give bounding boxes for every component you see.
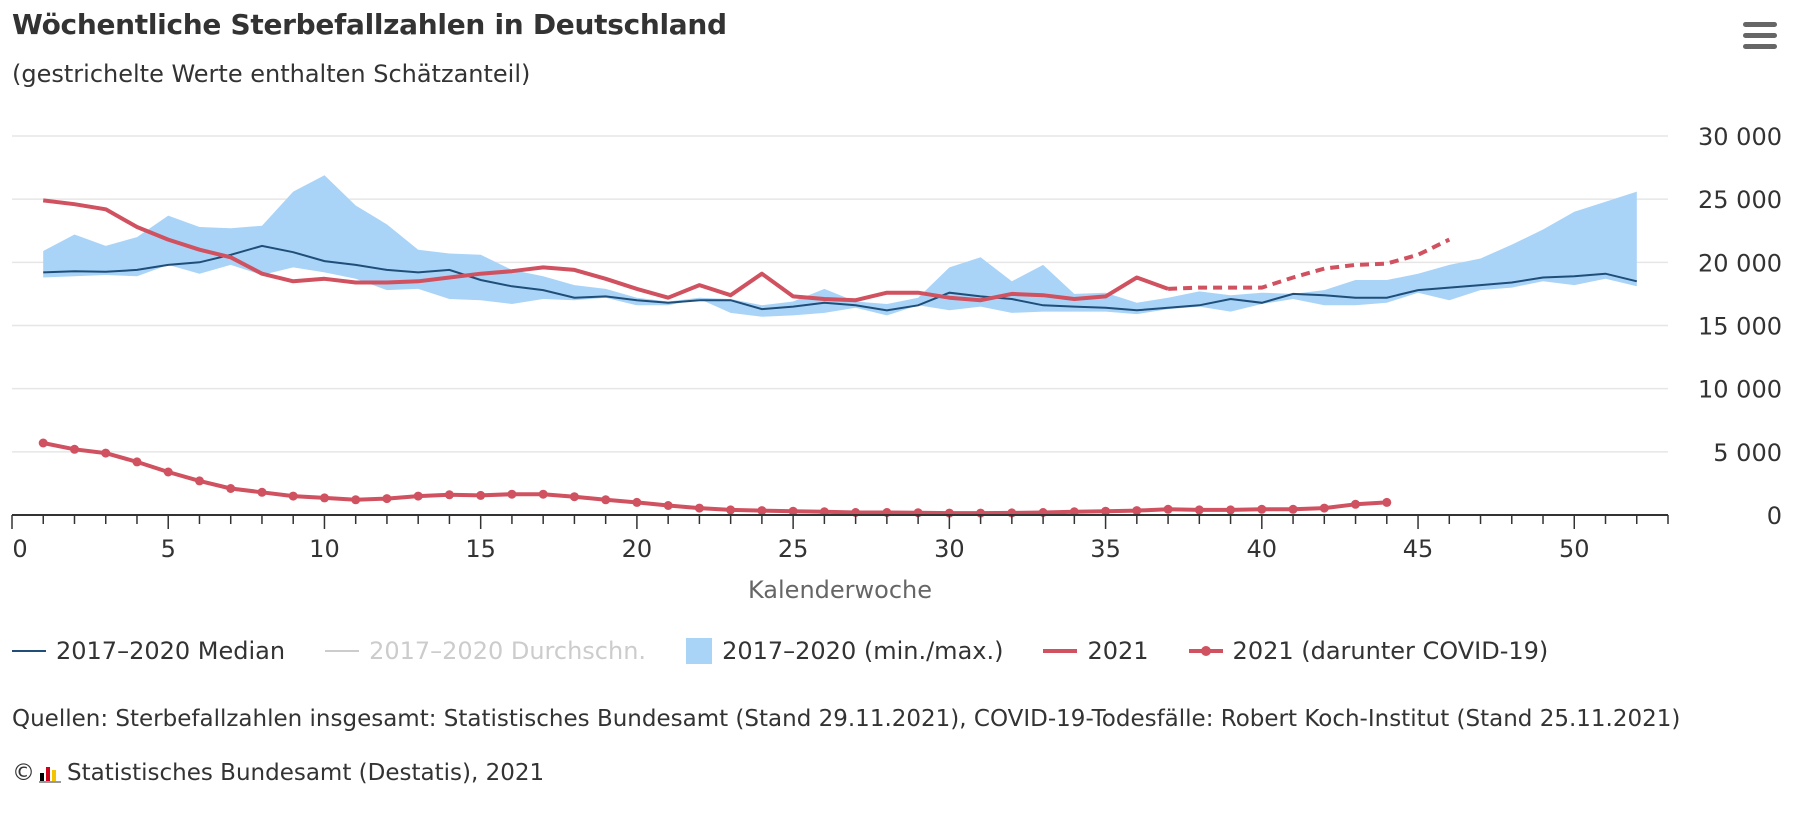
source-note: Quellen: Sterbefallzahlen insgesamt: Sta… (12, 706, 1681, 732)
covid-point[interactable] (1382, 497, 1392, 507)
covid-point[interactable] (132, 457, 142, 467)
covid-point[interactable] (476, 490, 486, 500)
weekly-deaths-chart: 0 5 000 10 000 15 000 20 000 25 000 30 000 0 5 10… (11, 123, 1782, 604)
covid-point[interactable] (726, 505, 736, 515)
x-tick-label: 20 (622, 535, 653, 563)
covid-point[interactable] (1351, 499, 1360, 509)
y-tick-label: 10 000 (1698, 376, 1782, 404)
covid-point[interactable] (1101, 506, 1111, 516)
hamburger-menu-icon[interactable] (1740, 22, 1780, 56)
legend-range-symbol (686, 638, 713, 664)
legend-median-label: 2017–2020 Median (56, 637, 286, 665)
axes: 0 5 000 10 000 15 000 20 000 25 000 30 000 0 5 10… (11, 123, 1782, 563)
covid-line (42, 441, 1387, 516)
x-tick-label: 15 (465, 535, 496, 563)
x-tick-label: 5 (161, 535, 176, 563)
covid-point[interactable] (757, 506, 767, 516)
copyright-note: © Statistisches Bundesamt (Destatis), 20… (12, 760, 544, 786)
covid-point[interactable] (1163, 504, 1173, 514)
x-tick-label: 30 (934, 535, 965, 563)
covid-point[interactable] (1226, 505, 1236, 515)
x-tick-label: 45 (1403, 535, 1434, 563)
grid-lines (12, 135, 1668, 453)
covid-point[interactable] (1194, 505, 1204, 515)
line-2021-estimated (1168, 237, 1451, 291)
range-area-layer (43, 175, 1637, 317)
covid-point[interactable] (444, 490, 454, 500)
median-line (43, 244, 1638, 312)
covid-point[interactable] (507, 489, 517, 499)
chart-subtitle: (gestrichelte Werte enthalten Schätzante… (12, 60, 531, 88)
y-tick-label: 25 000 (1698, 186, 1782, 214)
legend-item-average[interactable]: 2017–2020 Durchschn. (325, 637, 646, 665)
covid-point[interactable] (320, 493, 329, 503)
covid-point[interactable] (601, 495, 611, 505)
legend-item-range[interactable]: 2017–2020 (min./max.) (686, 637, 1003, 665)
legend-item-covid[interactable]: 2021 (darunter COVID-19) (1188, 637, 1549, 665)
covid-point[interactable] (101, 448, 111, 458)
legend-item-2021[interactable]: 2021 (1043, 637, 1149, 665)
y-tick-label: 20 000 (1698, 249, 1782, 277)
covid-point[interactable] (351, 495, 361, 505)
x-tick-label: 10 (309, 535, 340, 563)
covid-point[interactable] (382, 494, 392, 504)
covid-point[interactable] (694, 503, 704, 513)
covid-point[interactable] (569, 492, 579, 502)
legend-item-median[interactable]: 2017–2020 Median (12, 637, 285, 665)
series-lines-layer (38, 198, 1638, 518)
legend-range-label: 2017–2020 (min./max.) (722, 637, 1004, 665)
legend-average-symbol (325, 650, 360, 652)
x-tick-label: 25 (778, 535, 809, 563)
covid-point[interactable] (163, 467, 173, 477)
covid-point[interactable] (1288, 504, 1298, 514)
destatis-logo-icon (39, 763, 61, 783)
covid-point[interactable] (538, 489, 548, 499)
line-2021 (42, 198, 1169, 303)
covid-point[interactable] (195, 476, 204, 486)
legend-2021-symbol (1043, 649, 1078, 653)
copyright-text: Statistisches Bundesamt (Destatis), 2021 (67, 760, 545, 786)
x-tick-label: 0 (12, 535, 27, 563)
legend-covid-symbol (1188, 646, 1223, 656)
y-tick-label: 0 (1767, 502, 1782, 530)
covid-point[interactable] (38, 438, 48, 448)
legend-2021-label: 2021 (1087, 637, 1149, 665)
y-tick-label: 30 000 (1698, 123, 1782, 151)
x-tick-label: 40 (1247, 535, 1278, 563)
covid-point[interactable] (663, 501, 673, 510)
range-band-area (43, 175, 1637, 317)
covid-point[interactable] (788, 506, 798, 516)
chart-title: Wöchentliche Sterbefallzahlen in Deutsch… (12, 8, 727, 41)
legend-average-label: 2017–2020 Durchschn. (369, 637, 647, 665)
y-tick-label: 5 000 (1713, 439, 1782, 467)
covid-point[interactable] (226, 484, 236, 493)
legend: 2017–2020 Median 2017–2020 Durchschn. 20… (12, 634, 1588, 668)
covid-point[interactable] (70, 444, 79, 454)
covid-point[interactable] (1257, 504, 1267, 514)
x-axis-label: Kalenderwoche (748, 576, 932, 604)
x-tick-label: 50 (1559, 535, 1590, 563)
legend-covid-label: 2021 (darunter COVID-19) (1232, 637, 1549, 665)
covid-point[interactable] (257, 487, 267, 497)
y-tick-label: 15 000 (1698, 313, 1782, 341)
covid-point[interactable] (413, 491, 423, 501)
covid-point[interactable] (1132, 506, 1142, 516)
legend-median-symbol (12, 650, 46, 652)
covid-point[interactable] (1319, 503, 1329, 513)
covid-point[interactable] (632, 497, 642, 507)
covid-point[interactable] (288, 491, 298, 501)
copyright-symbol: © (12, 760, 35, 786)
x-tick-label: 35 (1090, 535, 1121, 563)
